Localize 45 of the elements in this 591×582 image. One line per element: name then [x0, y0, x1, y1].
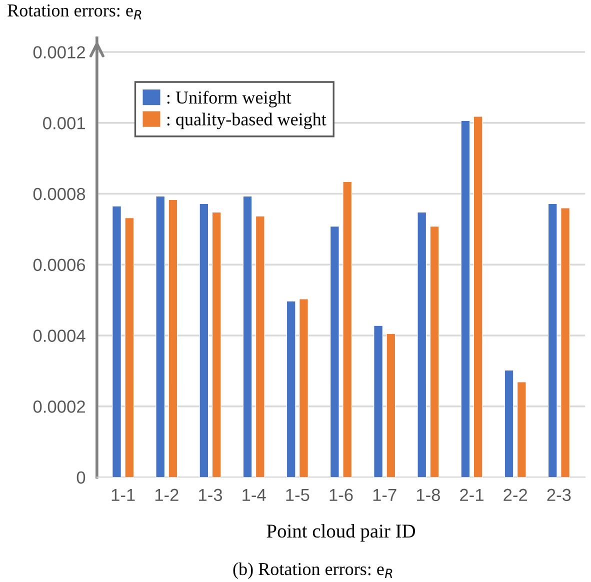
bar [386, 333, 396, 478]
x-tick-label: 1-6 [330, 488, 353, 502]
bar [504, 370, 514, 478]
bar [242, 196, 252, 478]
bar [517, 382, 526, 478]
bar [548, 203, 558, 478]
bar [112, 206, 122, 478]
bar [256, 216, 265, 478]
x-tick-label: 1-4 [242, 488, 266, 501]
x-axis-title: Point cloud pair ID [266, 524, 416, 542]
bar [156, 196, 165, 478]
bar [286, 300, 296, 478]
y-tick-label: 0.0006 [33, 258, 86, 272]
x-tick-label: 1-1 [112, 488, 135, 501]
text: (b) Rotation errors: e$_{R}$ [233, 562, 392, 579]
x-tick-label: 1-2 [155, 488, 178, 501]
y-tick-label: 0.001 [43, 117, 85, 130]
bar [199, 203, 209, 478]
y-tick-label: 0.0004 [33, 330, 86, 342]
bar [330, 226, 340, 478]
bar [374, 325, 383, 478]
x-tick-label: 2-2 [504, 488, 528, 501]
y-tick-label: 0.0002 [33, 400, 85, 413]
x-tick-label: 2-3 [547, 488, 571, 502]
legend-label: : quality-based weight [167, 112, 326, 130]
chart-title: Rotation errors: e$_{R}$ [8, 4, 142, 20]
bar [168, 199, 178, 478]
bar [430, 226, 440, 478]
bar [460, 120, 470, 478]
x-tick-label: 1-8 [416, 488, 440, 502]
bar [212, 212, 222, 478]
bar [299, 298, 308, 478]
x-tick-label: 1-3 [199, 488, 222, 502]
legend-label: : Uniform weight [167, 90, 292, 108]
y-tick-label: 0.0008 [33, 188, 86, 200]
bar [560, 208, 570, 478]
x-tick-label: 2-1 [460, 488, 484, 501]
y-tick-label: 0 [76, 471, 86, 484]
bar [124, 218, 134, 478]
bar [417, 212, 426, 478]
y-tick-label: 0.0012 [33, 46, 85, 58]
bar [473, 116, 483, 478]
bar [342, 181, 352, 478]
x-tick-label: 1-5 [286, 488, 310, 502]
x-tick-label: 1-7 [373, 488, 396, 501]
